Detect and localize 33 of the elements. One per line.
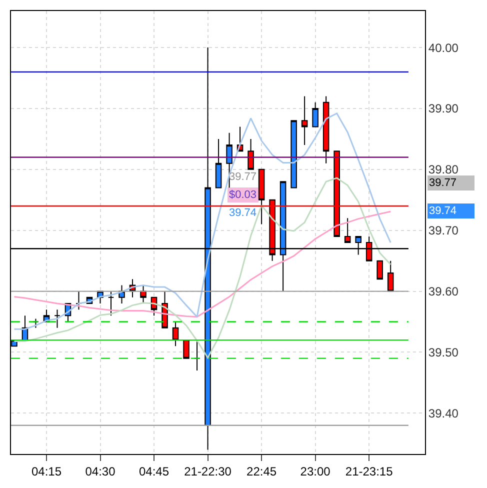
candlestick <box>183 340 190 359</box>
candlestick <box>344 218 351 244</box>
y-tick-label: 40.00 <box>428 40 459 55</box>
candlestick <box>312 102 318 128</box>
y-tick-label: 39.40 <box>428 406 459 420</box>
y-tick-label: 39.60 <box>428 284 459 298</box>
line-series <box>13 112 392 330</box>
candlestick <box>301 96 308 146</box>
x-tick-label: 22:45 <box>246 464 277 478</box>
candlestick <box>248 138 254 170</box>
x-tick-label: 21-22:30 <box>184 464 232 478</box>
x-tick-label: 04:15 <box>31 464 62 478</box>
text: 39.77 <box>429 177 457 189</box>
candlestick <box>387 260 394 292</box>
y-tick-label: 39.70 <box>428 224 459 238</box>
candlestick <box>108 290 114 316</box>
text: 39.74 <box>429 205 457 217</box>
y-tick-label: 39.90 <box>428 102 459 116</box>
candlestick <box>140 284 146 304</box>
annotation: $0.03 <box>229 189 257 201</box>
y-tick-label: 39.80 <box>428 162 459 177</box>
candlestick <box>290 120 297 188</box>
candlestick <box>322 96 330 164</box>
x-tick-label: 04:45 <box>139 464 170 478</box>
candlestick <box>376 260 383 280</box>
y-tick-label: 39.50 <box>428 345 459 360</box>
annotation: 39.74 <box>229 207 257 219</box>
x-tick-label: 23:00 <box>300 464 331 478</box>
x-tick-label: 21-23:15 <box>345 464 394 478</box>
candlestick <box>215 138 222 188</box>
candlestick <box>54 309 60 328</box>
candlestick <box>172 321 179 347</box>
x-tick-label: 04:30 <box>85 464 116 478</box>
